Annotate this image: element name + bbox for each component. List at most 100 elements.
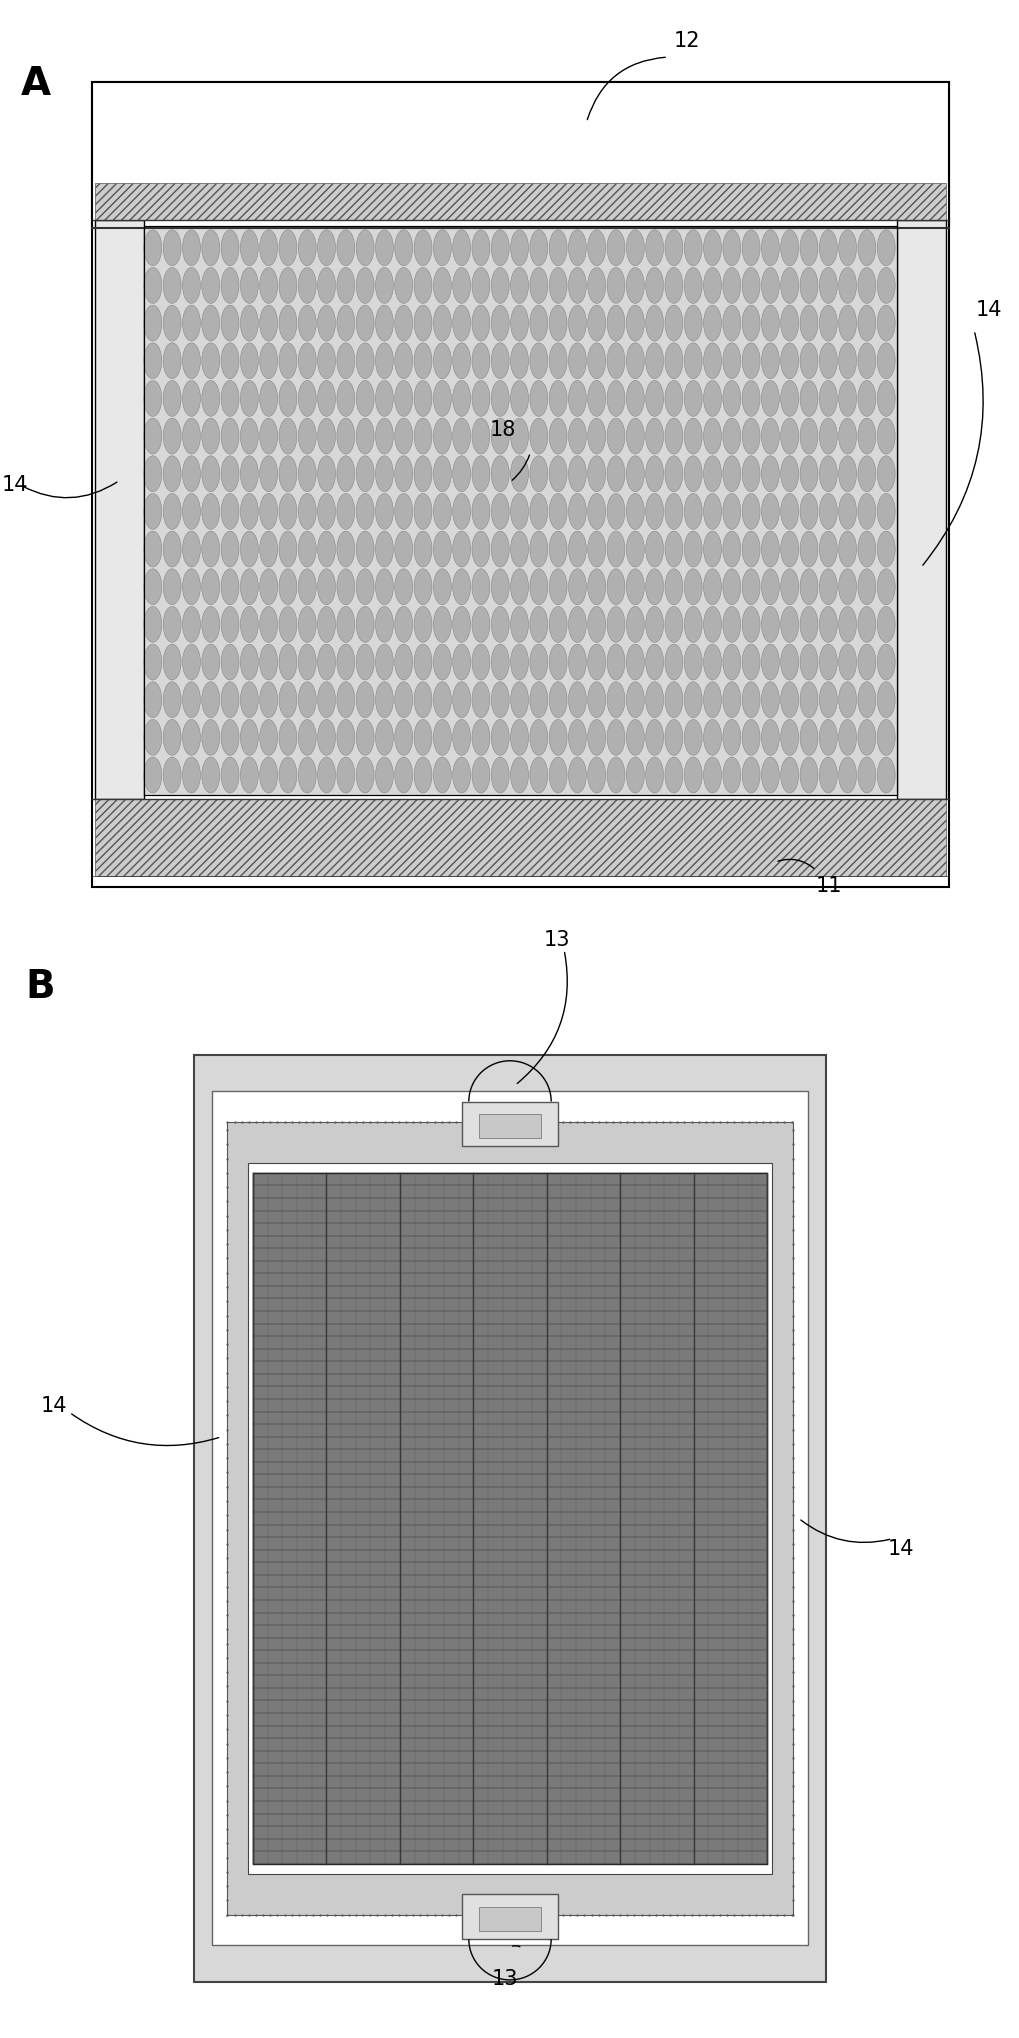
Circle shape: [317, 719, 335, 756]
Circle shape: [529, 342, 547, 379]
Circle shape: [664, 342, 683, 379]
Circle shape: [568, 457, 586, 491]
Circle shape: [876, 230, 895, 265]
Bar: [462, 1101, 558, 1145]
Circle shape: [838, 493, 856, 530]
Circle shape: [684, 683, 701, 717]
Circle shape: [606, 532, 625, 567]
Circle shape: [548, 493, 567, 530]
Circle shape: [703, 381, 720, 416]
Circle shape: [703, 230, 720, 265]
Circle shape: [529, 493, 547, 530]
Circle shape: [722, 569, 740, 605]
Circle shape: [818, 457, 837, 491]
Text: A: A: [20, 65, 51, 104]
Circle shape: [722, 719, 740, 756]
Circle shape: [414, 719, 432, 756]
Circle shape: [144, 342, 162, 379]
Circle shape: [664, 756, 683, 793]
Circle shape: [857, 418, 875, 454]
Circle shape: [818, 607, 837, 642]
Circle shape: [394, 418, 413, 454]
Circle shape: [356, 381, 374, 416]
Circle shape: [645, 644, 663, 681]
Circle shape: [433, 230, 450, 265]
Circle shape: [645, 230, 663, 265]
Circle shape: [529, 569, 547, 605]
Circle shape: [298, 381, 316, 416]
Circle shape: [780, 381, 798, 416]
Circle shape: [568, 532, 586, 567]
Circle shape: [722, 607, 740, 642]
Circle shape: [760, 607, 779, 642]
Circle shape: [144, 756, 162, 793]
Circle shape: [587, 644, 605, 681]
Bar: [248, 1162, 771, 1875]
Circle shape: [511, 569, 528, 605]
Circle shape: [606, 381, 625, 416]
Circle shape: [202, 607, 219, 642]
Circle shape: [606, 683, 625, 717]
Circle shape: [548, 569, 567, 605]
Circle shape: [664, 457, 683, 491]
Circle shape: [529, 381, 547, 416]
Circle shape: [298, 683, 316, 717]
Circle shape: [511, 267, 528, 304]
Circle shape: [414, 342, 432, 379]
Circle shape: [375, 607, 393, 642]
Circle shape: [240, 306, 258, 340]
Circle shape: [472, 532, 489, 567]
Circle shape: [780, 306, 798, 340]
Circle shape: [394, 607, 413, 642]
Circle shape: [742, 683, 759, 717]
Circle shape: [163, 644, 181, 681]
Circle shape: [587, 306, 605, 340]
Circle shape: [857, 381, 875, 416]
Circle shape: [587, 418, 605, 454]
Circle shape: [394, 569, 413, 605]
Circle shape: [876, 418, 895, 454]
Circle shape: [433, 607, 450, 642]
Circle shape: [279, 457, 297, 491]
Circle shape: [491, 342, 508, 379]
Circle shape: [703, 267, 720, 304]
Circle shape: [857, 493, 875, 530]
Circle shape: [472, 683, 489, 717]
Circle shape: [279, 683, 297, 717]
Circle shape: [144, 683, 162, 717]
Circle shape: [742, 381, 759, 416]
Circle shape: [394, 267, 413, 304]
Circle shape: [452, 532, 470, 567]
Circle shape: [491, 381, 508, 416]
Bar: [194, 1056, 825, 1981]
Circle shape: [529, 306, 547, 340]
Circle shape: [221, 457, 238, 491]
Circle shape: [279, 719, 297, 756]
Circle shape: [780, 644, 798, 681]
Circle shape: [876, 267, 895, 304]
Circle shape: [336, 267, 355, 304]
Circle shape: [452, 381, 470, 416]
Circle shape: [163, 683, 181, 717]
Circle shape: [664, 719, 683, 756]
Circle shape: [664, 532, 683, 567]
Circle shape: [664, 267, 683, 304]
Circle shape: [722, 381, 740, 416]
Circle shape: [606, 756, 625, 793]
Circle shape: [317, 683, 335, 717]
Circle shape: [645, 532, 663, 567]
Circle shape: [780, 756, 798, 793]
Circle shape: [838, 306, 856, 340]
Circle shape: [433, 532, 450, 567]
Circle shape: [645, 719, 663, 756]
Circle shape: [645, 493, 663, 530]
Circle shape: [722, 267, 740, 304]
Circle shape: [568, 644, 586, 681]
Circle shape: [587, 267, 605, 304]
Circle shape: [818, 532, 837, 567]
Bar: [92, 82, 948, 228]
Bar: [896, 220, 945, 799]
Circle shape: [780, 342, 798, 379]
Circle shape: [356, 644, 374, 681]
Circle shape: [394, 756, 413, 793]
